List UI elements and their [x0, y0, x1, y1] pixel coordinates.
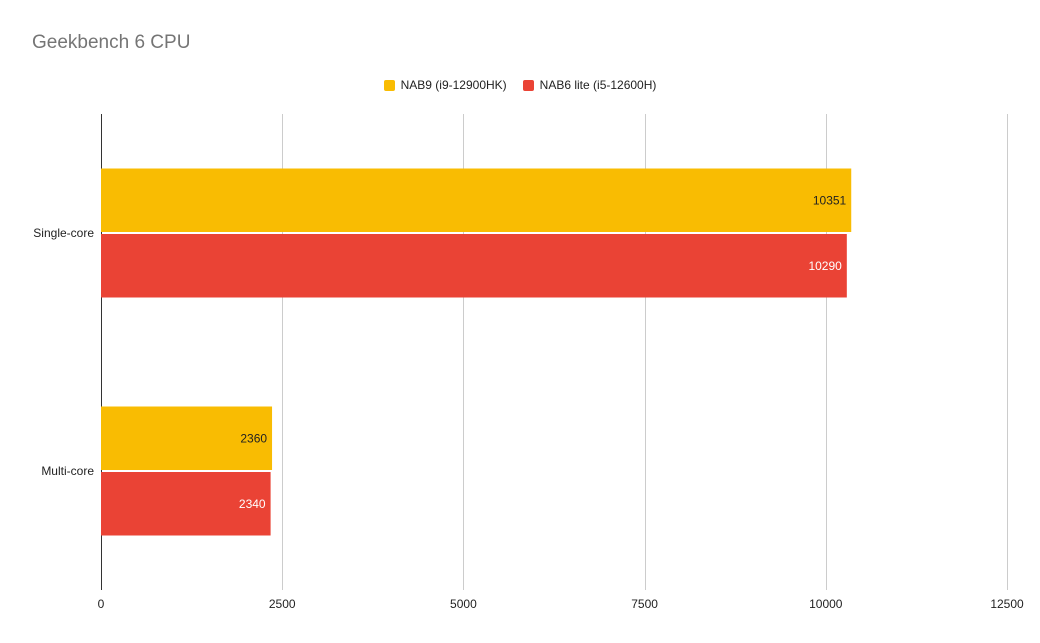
- bar: [101, 406, 273, 470]
- legend-swatch-nab6-lite: [522, 79, 534, 91]
- category-label: Single-core: [33, 226, 94, 240]
- category-label: Multi-core: [41, 464, 94, 478]
- data-label: 10351: [813, 193, 847, 207]
- legend-label-nab9: NAB9 (i9-12900HK): [400, 78, 507, 92]
- x-tick-label: 5000: [450, 597, 477, 611]
- x-tick-label: 7500: [631, 597, 658, 611]
- legend-item-nab6-lite[interactable]: NAB6 lite (i5-12600H): [522, 78, 657, 92]
- chart-title: Geekbench 6 CPU: [32, 32, 191, 53]
- data-label: 2340: [239, 497, 266, 511]
- data-label: 10290: [808, 259, 842, 273]
- legend-label-nab6-lite: NAB6 lite (i5-12600H): [539, 78, 657, 92]
- bar: [101, 472, 271, 536]
- bar: [101, 168, 852, 232]
- legend-swatch-nab9: [383, 79, 395, 91]
- x-tick-label: 12500: [990, 597, 1024, 611]
- legend-item-nab9[interactable]: NAB9 (i9-12900HK): [383, 78, 507, 92]
- x-tick-label: 0: [98, 597, 105, 611]
- bar: [101, 234, 847, 298]
- x-tick-label: 10000: [809, 597, 843, 611]
- x-tick-label: 2500: [269, 597, 296, 611]
- data-label: 2360: [240, 431, 267, 445]
- legend: NAB9 (i9-12900HK) NAB6 lite (i5-12600H): [0, 76, 1040, 94]
